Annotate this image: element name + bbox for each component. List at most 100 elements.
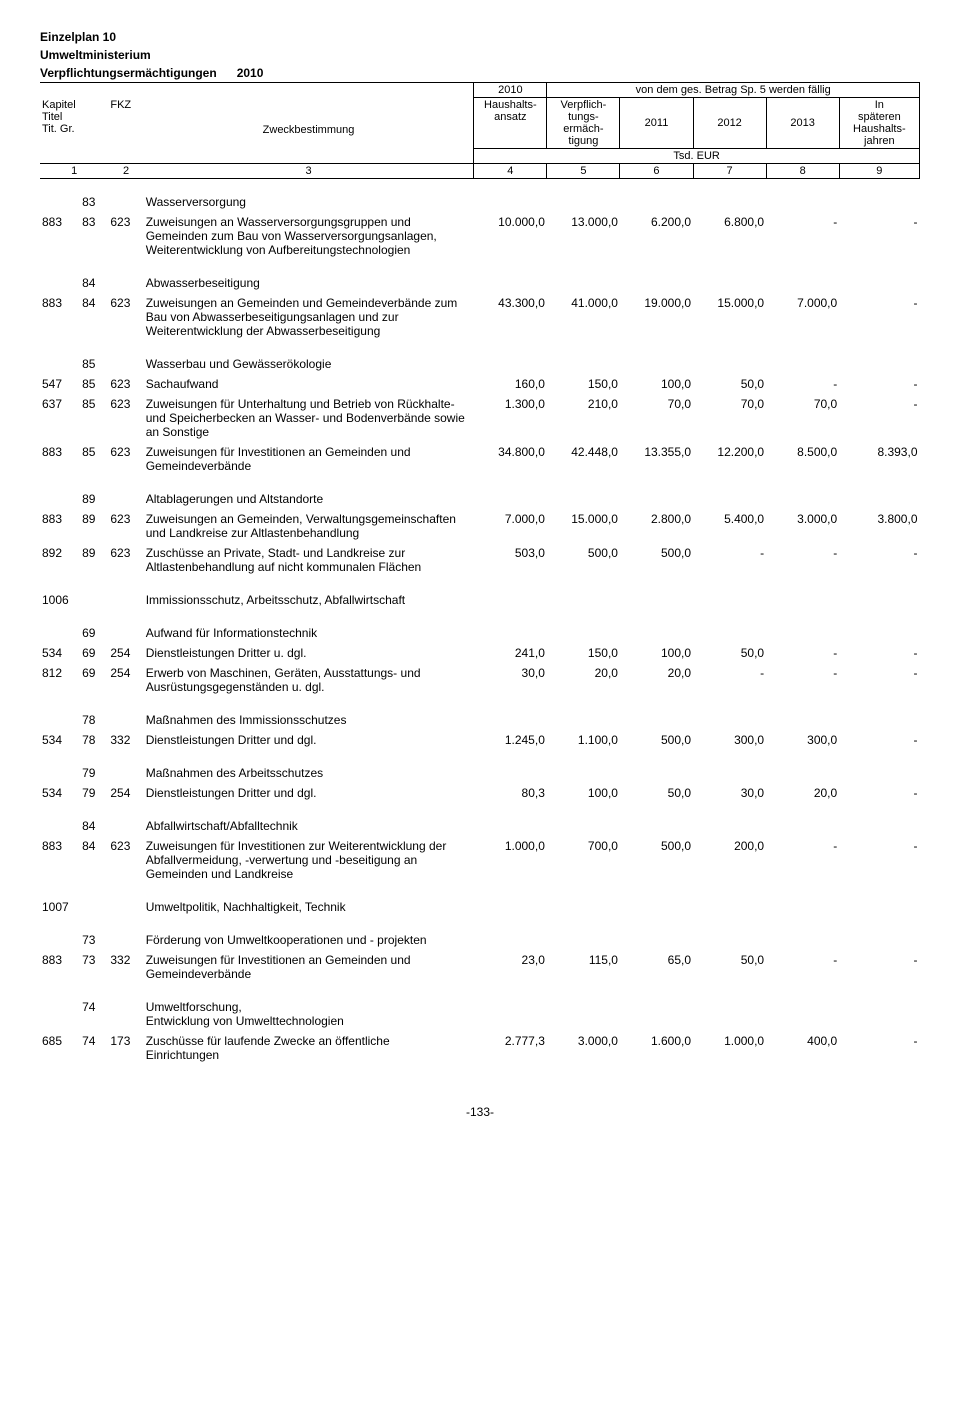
val-4: 1.245,0 <box>474 730 547 750</box>
val-4: 23,0 <box>474 950 547 984</box>
code-1: 883 <box>40 509 80 543</box>
val-5: 700,0 <box>547 836 620 884</box>
val-5: 500,0 <box>547 543 620 577</box>
val-6: 100,0 <box>620 643 693 663</box>
code-3: 173 <box>108 1031 143 1065</box>
val-4: 30,0 <box>474 663 547 697</box>
code-2: 74 <box>80 1031 108 1065</box>
chapter-code: 1007 <box>40 884 144 917</box>
val-5: 20,0 <box>547 663 620 697</box>
code-1: 892 <box>40 543 80 577</box>
page-number: -133- <box>40 1105 920 1119</box>
row-desc: Umweltforschung, Entwicklung von Umweltt… <box>144 984 474 1031</box>
val-5: 1.100,0 <box>547 730 620 750</box>
group-code: 84 <box>80 803 108 836</box>
val-7: 300,0 <box>693 730 766 750</box>
val-7: 50,0 <box>693 643 766 663</box>
code-3: 623 <box>108 212 143 260</box>
val-4: 1.300,0 <box>474 394 547 442</box>
row-desc: Sachaufwand <box>144 374 474 394</box>
val-8: 300,0 <box>766 730 839 750</box>
val-8: 70,0 <box>766 394 839 442</box>
table-row: 83 Wasserversorgung <box>40 179 920 213</box>
table-row: 1007Umweltpolitik, Nachhaltigkeit, Techn… <box>40 884 920 917</box>
code-3: 332 <box>108 950 143 984</box>
val-8: 3.000,0 <box>766 509 839 543</box>
val-9: - <box>839 730 919 750</box>
val-6: 500,0 <box>620 543 693 577</box>
group-code: 85 <box>80 341 108 374</box>
val-5: 13.000,0 <box>547 212 620 260</box>
code-1: 685 <box>40 1031 80 1065</box>
row-desc: Zuschüsse für laufende Zwecke an öffentl… <box>144 1031 474 1065</box>
val-4: 7.000,0 <box>474 509 547 543</box>
val-9: - <box>839 783 919 803</box>
val-8: - <box>766 836 839 884</box>
val-6: 1.600,0 <box>620 1031 693 1065</box>
group-code: 69 <box>80 610 108 643</box>
val-8: 400,0 <box>766 1031 839 1065</box>
row-desc: Abwasserbeseitigung <box>144 260 474 293</box>
table-row: 54785623Sachaufwand160,0150,0100,050,0-- <box>40 374 920 394</box>
val-9: 3.800,0 <box>839 509 919 543</box>
doc-title: Verpflichtungsermächtigungen <box>40 66 217 80</box>
val-8: - <box>766 950 839 984</box>
hdr-later: In späteren Haushalts- jahren <box>839 98 919 149</box>
row-desc: Zuweisungen an Wasserversorgungsgruppen … <box>144 212 474 260</box>
table-row: 78Maßnahmen des Immissionsschutzes <box>40 697 920 730</box>
table-row: 63785623Zuweisungen für Unterhaltung und… <box>40 394 920 442</box>
val-9: - <box>839 293 919 341</box>
val-4: 43.300,0 <box>474 293 547 341</box>
table-row: 74Umweltforschung, Entwicklung von Umwel… <box>40 984 920 1031</box>
val-6: 500,0 <box>620 730 693 750</box>
code-2: 89 <box>80 543 108 577</box>
group-code: 89 <box>80 476 108 509</box>
val-5: 210,0 <box>547 394 620 442</box>
row-desc: Zuweisungen für Investitionen an Gemeind… <box>144 950 474 984</box>
val-9: - <box>839 643 919 663</box>
val-7: 50,0 <box>693 374 766 394</box>
row-desc: Wasserbau und Gewässerökologie <box>144 341 474 374</box>
code-1: 883 <box>40 442 80 476</box>
val-8: - <box>766 374 839 394</box>
code-3: 623 <box>108 293 143 341</box>
val-9: - <box>839 663 919 697</box>
row-desc: Immissionsschutz, Arbeitsschutz, Abfallw… <box>144 577 474 610</box>
val-8: 7.000,0 <box>766 293 839 341</box>
colnum-9: 9 <box>839 164 919 179</box>
code-3: 254 <box>108 643 143 663</box>
row-desc: Umweltpolitik, Nachhaltigkeit, Technik <box>144 884 474 917</box>
table-row: 89289623Zuschüsse an Private, Stadt- und… <box>40 543 920 577</box>
code-3: 623 <box>108 394 143 442</box>
val-7: 6.800,0 <box>693 212 766 260</box>
code-1: 883 <box>40 950 80 984</box>
code-3: 623 <box>108 543 143 577</box>
row-desc: Altablagerungen und Altstandorte <box>144 476 474 509</box>
code-3: 623 <box>108 442 143 476</box>
hdr-verpflich: Verpflich- tungs- ermäch- tigung <box>547 98 620 149</box>
row-desc: Wasserversorgung <box>144 179 474 213</box>
row-desc: Dienstleistungen Dritter u. dgl. <box>144 643 474 663</box>
val-8: 8.500,0 <box>766 442 839 476</box>
doc-year: 2010 <box>237 66 264 80</box>
code-2: 83 <box>80 212 108 260</box>
val-5: 42.448,0 <box>547 442 620 476</box>
row-desc: Abfallwirtschaft/Abfalltechnik <box>144 803 474 836</box>
hdr-2011: 2011 <box>620 98 693 149</box>
row-desc: Förderung von Umweltkooperationen und - … <box>144 917 474 950</box>
val-6: 2.800,0 <box>620 509 693 543</box>
code-2: 85 <box>80 394 108 442</box>
val-6: 70,0 <box>620 394 693 442</box>
val-9: 8.393,0 <box>839 442 919 476</box>
code-1: 534 <box>40 643 80 663</box>
group-code: 83 <box>80 179 108 213</box>
table-row: 81269254Erwerb von Maschinen, Geräten, A… <box>40 663 920 697</box>
val-5: 150,0 <box>547 374 620 394</box>
val-7: - <box>693 543 766 577</box>
val-9: - <box>839 543 919 577</box>
plan-title: Einzelplan 10 <box>40 30 920 44</box>
val-5: 15.000,0 <box>547 509 620 543</box>
val-4: 2.777,3 <box>474 1031 547 1065</box>
val-4: 34.800,0 <box>474 442 547 476</box>
val-6: 50,0 <box>620 783 693 803</box>
